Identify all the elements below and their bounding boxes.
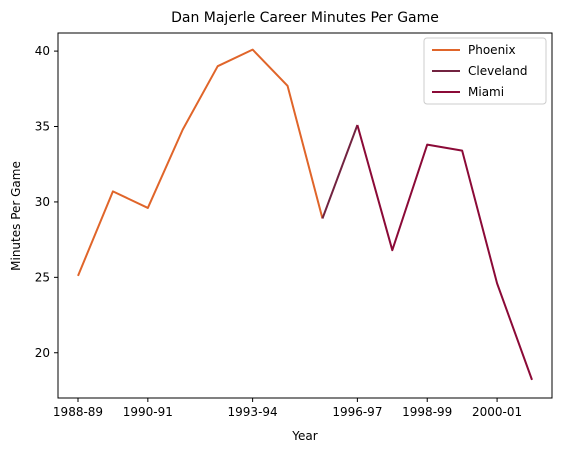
legend: Phoenix Cleveland Miami — [423, 37, 547, 105]
x-tick-label: 1988-89 — [53, 405, 103, 419]
x-axis-label: Year — [291, 429, 317, 443]
series-line-miami — [356, 124, 533, 381]
legend-label-cleveland: Cleveland — [468, 64, 528, 78]
y-tick-label: 40 — [35, 44, 50, 58]
x-tick-label: 1996-97 — [332, 405, 382, 419]
x-tick-label: 1990-91 — [123, 405, 173, 419]
legend-label-miami: Miami — [468, 85, 504, 99]
y-tick-label: 20 — [35, 346, 50, 360]
y-axis: 20 25 30 35 40 — [35, 44, 58, 360]
chart-title: Dan Majerle Career Minutes Per Game — [171, 10, 439, 26]
x-tick-label: 1993-94 — [228, 405, 278, 419]
legend-label-phoenix: Phoenix — [468, 43, 516, 57]
y-tick-label: 30 — [35, 195, 50, 209]
y-axis-label: Minutes Per Game — [9, 161, 23, 271]
series-line-phoenix — [77, 48, 324, 277]
y-tick-label: 35 — [35, 120, 50, 134]
x-axis: 1988-89 1990-91 1993-94 1996-97 1998-99 2000-… — [53, 398, 522, 419]
x-tick-label: 1998-99 — [402, 405, 452, 419]
legend-box — [423, 37, 547, 105]
x-tick-label: 2000-01 — [472, 405, 522, 419]
series-layer — [77, 48, 533, 381]
y-tick-label: 25 — [35, 270, 50, 284]
series-line-cleveland — [321, 124, 359, 219]
